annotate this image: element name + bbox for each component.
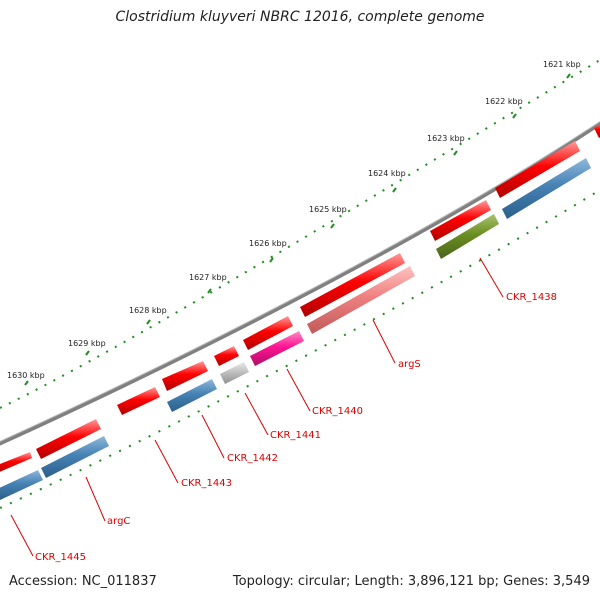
gene-arrow-forward[interactable] [162, 361, 208, 391]
gene-arrow-reverse[interactable] [436, 214, 499, 259]
gene-label-ckr-1442[interactable]: CKR_1442 [227, 453, 278, 464]
gene-arrow-reverse[interactable] [0, 470, 43, 500]
reverse-strand-genes [0, 158, 591, 500]
ruler-tick [512, 113, 517, 119]
gene-label-args[interactable]: argS [398, 359, 421, 370]
genome-backbone [0, 121, 600, 446]
leader-line-ckr-1438 [479, 257, 504, 298]
leader-line-ckr-1440 [286, 368, 311, 412]
ruler-label: 1622 kbp [485, 97, 523, 106]
gene-arrow-reverse[interactable] [220, 362, 249, 384]
forward-strand-genes [0, 122, 600, 473]
ruler-tick [85, 350, 90, 356]
gene-arrow-reverse[interactable] [307, 266, 415, 334]
ruler-label: 1623 kbp [427, 134, 465, 143]
gene-label-ckr-1445[interactable]: CKR_1445 [35, 552, 86, 563]
ruler-label: 1629 kbp [68, 339, 106, 348]
gene-arrow-reverse[interactable] [250, 331, 304, 366]
leader-line-ckr-1445 [10, 514, 34, 557]
gene-arrow-forward[interactable] [243, 316, 293, 350]
ruler-label: 1627 kbp [189, 273, 227, 282]
gene-arrow-reverse[interactable] [502, 158, 591, 219]
map-title: Clostridium kluyveri NBRC 12016, complet… [115, 9, 485, 25]
leader-line-ckr-1443 [154, 439, 179, 484]
gene-leader-lines [10, 257, 504, 557]
ruler-tick [24, 380, 29, 386]
inner-dotted-line [0, 189, 600, 509]
gene-label-ckr-1441[interactable]: CKR_1441 [270, 430, 321, 441]
ruler-tick [146, 319, 151, 325]
leader-line-argc [85, 476, 106, 522]
gene-label-ckr-1440[interactable]: CKR_1440 [312, 406, 363, 417]
ruler-label: 1628 kbp [129, 306, 167, 315]
gene-arrow-forward[interactable] [214, 346, 239, 366]
ruler-tick [566, 73, 571, 79]
gene-arrow-reverse[interactable] [167, 379, 217, 412]
ruler-label: 1624 kbp [368, 169, 406, 178]
gene-arrow-forward[interactable] [36, 419, 101, 459]
ruler-tick [330, 223, 335, 229]
ruler-dotted-line [0, 59, 600, 409]
ruler-label: 1626 kbp [249, 239, 287, 248]
ruler-major-ticks [24, 73, 571, 386]
ruler-label: 1621 kbp [543, 60, 581, 69]
gene-arrow-forward[interactable] [117, 387, 160, 415]
gene-arrow-reverse[interactable] [41, 436, 109, 478]
gene-label-ckr-1443[interactable]: CKR_1443 [181, 478, 232, 489]
gene-arrow-forward[interactable] [594, 122, 600, 138]
ruler-tick [269, 257, 274, 263]
genome-stats-text: Topology: circular; Length: 3,896,121 bp… [232, 574, 590, 589]
genome-backbone-highlight [0, 120, 600, 442]
leader-line-args [372, 319, 396, 364]
gene-label-ckr-1438[interactable]: CKR_1438 [506, 292, 557, 303]
leader-line-ckr-1442 [201, 414, 225, 459]
accession-text: Accession: NC_011837 [9, 574, 157, 589]
gene-label-argc[interactable]: argC [107, 516, 130, 527]
ruler-tick [392, 187, 397, 193]
ruler-label: 1630 kbp [7, 371, 45, 380]
gene-arrow-forward[interactable] [300, 253, 405, 317]
leader-line-ckr-1441 [244, 392, 269, 436]
gene-arrow-forward[interactable] [495, 141, 580, 198]
gene-arrow-forward[interactable] [0, 452, 32, 473]
ruler-label: 1625 kbp [309, 205, 347, 214]
gene-arrow-forward[interactable] [430, 200, 491, 241]
ruler-tick [207, 288, 212, 294]
ruler-tick [453, 150, 458, 156]
